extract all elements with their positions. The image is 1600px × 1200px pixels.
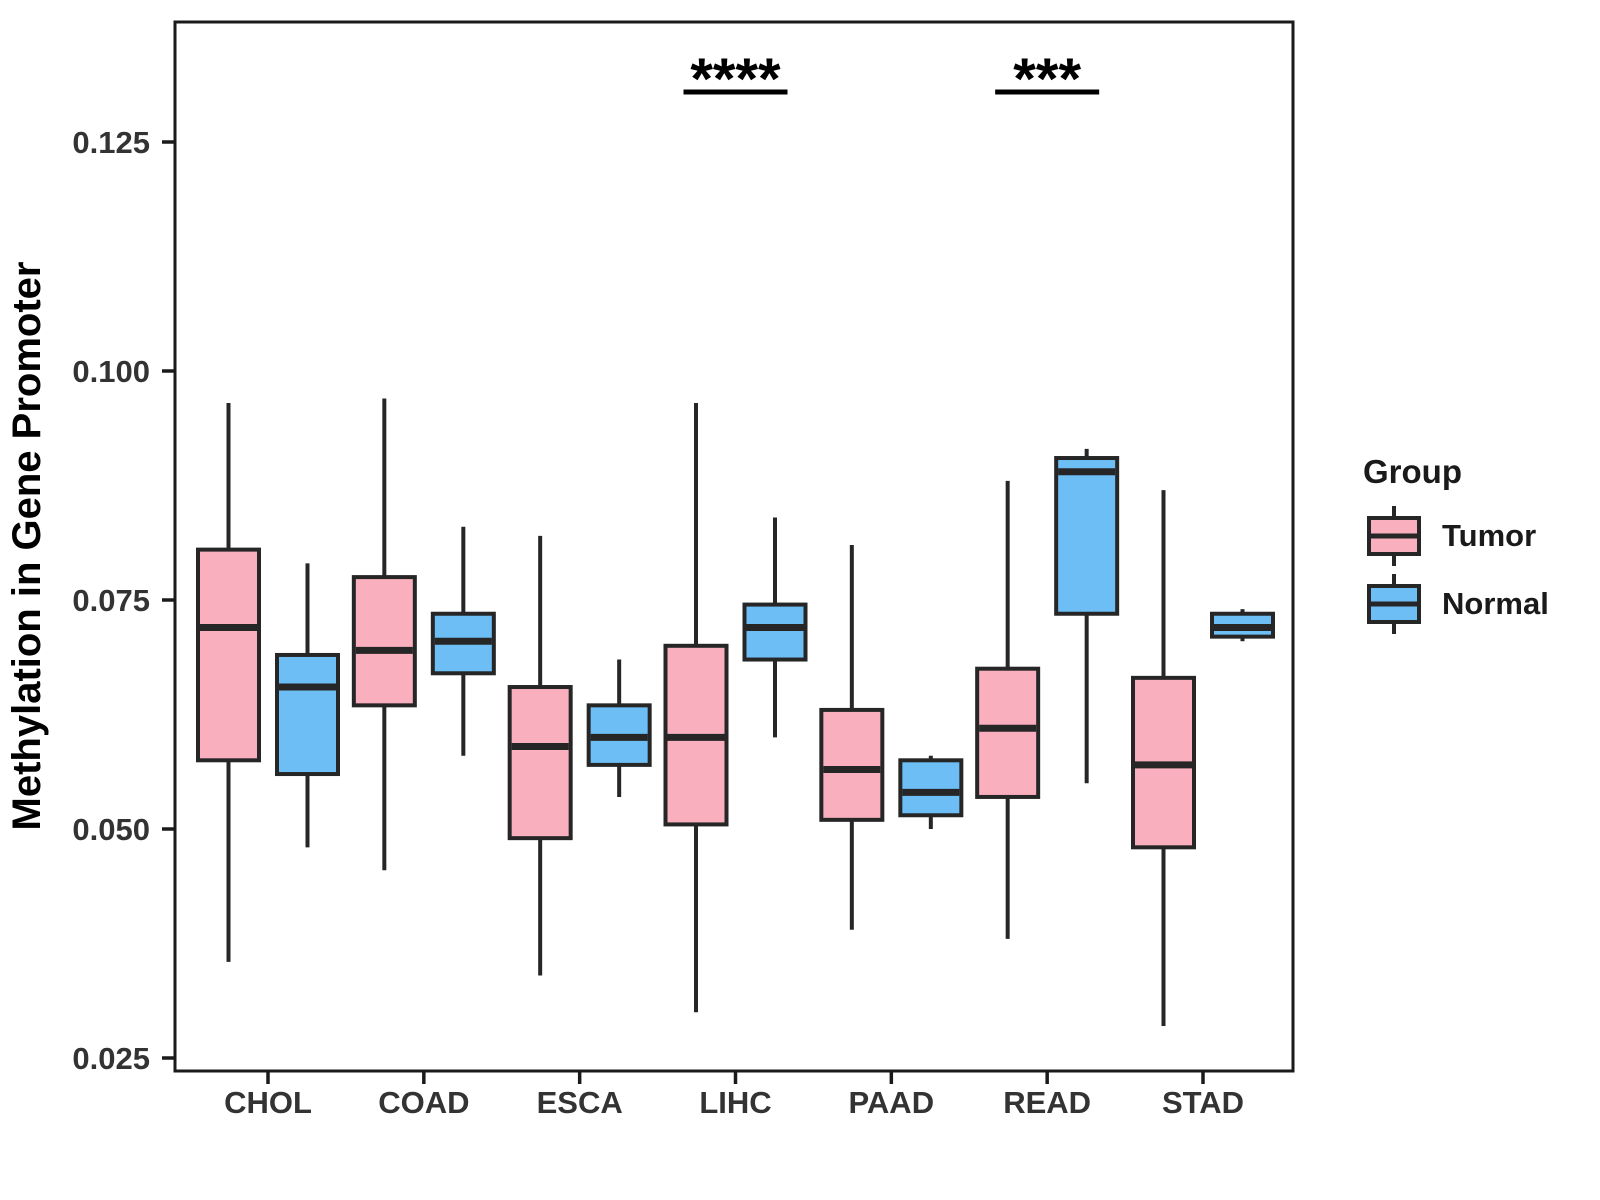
box-Tumor-READ: [975, 666, 1041, 799]
significance-asterisks-READ: ***: [1013, 47, 1081, 112]
box-Normal-READ: [1054, 456, 1120, 616]
x-tick-label-STAD: STAD: [1162, 1085, 1244, 1120]
box-Tumor-COAD: [351, 575, 417, 708]
y-tick-label-0.075: 0.075: [72, 583, 150, 618]
significance-asterisks-LIHC: ****: [690, 47, 781, 112]
x-tick-label-LIHC: LIHC: [699, 1085, 771, 1120]
legend: Group Tumor Normal: [1363, 452, 1593, 641]
x-tick-label-PAAD: PAAD: [849, 1085, 935, 1120]
x-tick-label-CHOL: CHOL: [224, 1085, 312, 1120]
legend-entries: Tumor Normal: [1363, 505, 1593, 635]
legend-entry-normal: Normal: [1363, 573, 1593, 635]
legend-label-tumor: Tumor: [1442, 518, 1537, 553]
y-tick-label-0.050: 0.050: [72, 812, 150, 847]
plot-content: 0.025 0.050 0.075 0.100 0.125 CHOL COAD ESCA LIH…: [72, 47, 1275, 1120]
box-Normal-LIHC: [742, 602, 808, 662]
boxplot-key-icon: [1367, 574, 1421, 634]
box-Tumor-CHOL: [196, 547, 261, 763]
legend-entry-tumor: Tumor: [1363, 505, 1593, 567]
box-Normal-CHOL: [275, 652, 340, 777]
x-tick-label-READ: READ: [1003, 1085, 1091, 1120]
boxplot-key-icon: [1367, 506, 1421, 566]
y-tick-label-0.100: 0.100: [72, 354, 150, 389]
x-tick-label-ESCA: ESCA: [537, 1085, 623, 1120]
box-Normal-PAAD: [898, 758, 964, 818]
box-Tumor-PAAD: [819, 707, 885, 822]
y-tick-label-0.125: 0.125: [72, 125, 150, 160]
x-tick-label-COAD: COAD: [378, 1085, 469, 1120]
y-axis-title: Methylation in Gene Promoter: [5, 262, 49, 831]
panel-border: [173, 20, 1295, 1073]
legend-title: Group: [1363, 453, 1462, 490]
box-Tumor-ESCA: [507, 685, 573, 841]
legend-label-normal: Normal: [1442, 586, 1549, 621]
y-tick-label-0.025: 0.025: [72, 1041, 150, 1076]
